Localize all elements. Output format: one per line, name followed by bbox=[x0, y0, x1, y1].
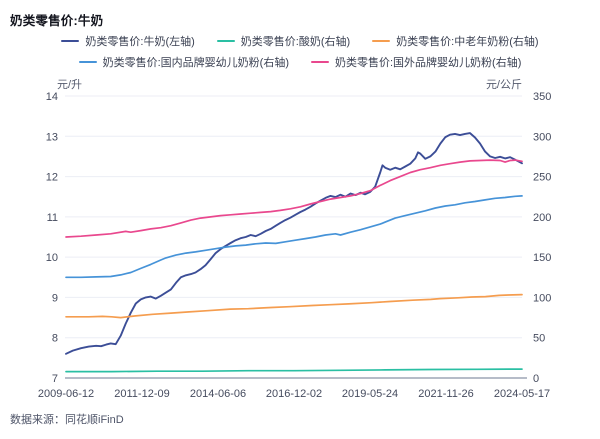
left-axis-tick-label: 12 bbox=[46, 172, 58, 184]
legend-row: 奶类零售价:牛奶(左轴) 奶类零售价:酸奶(右轴) 奶类零售价:中老年奶粉(右轴) bbox=[0, 33, 600, 49]
x-axis-tick-label: 2011-12-09 bbox=[114, 388, 169, 400]
right-axis-tick-label: 50 bbox=[533, 333, 545, 345]
legend-swatch-icon bbox=[216, 39, 235, 43]
right-axis-unit-label: 元/公斤 bbox=[485, 79, 522, 91]
series-line bbox=[65, 195, 523, 279]
legend-label: 奶类零售价:国外品牌婴幼儿奶粉(右轴) bbox=[335, 57, 522, 69]
right-axis-tick-label: 250 bbox=[533, 172, 551, 184]
legend-item[interactable]: 奶类零售价:国内品牌婴幼儿奶粉(右轴) bbox=[78, 54, 289, 70]
legend-item[interactable]: 奶类零售价:国外品牌婴幼儿奶粉(右轴) bbox=[311, 54, 521, 70]
x-axis-tick-label: 2021-11-26 bbox=[418, 388, 473, 400]
x-axis-tick-label: 2024-05-17 bbox=[494, 388, 550, 400]
series-line bbox=[65, 293, 523, 319]
left-axis-tick-label: 11 bbox=[47, 212, 58, 224]
legend-label: 奶类零售价:牛奶(左轴) bbox=[85, 36, 195, 48]
right-axis-tick-label: 200 bbox=[533, 212, 551, 224]
legend-swatch-icon bbox=[61, 39, 80, 43]
left-axis-tick-label: 14 bbox=[46, 91, 58, 103]
left-axis-unit-label: 元/升 bbox=[57, 79, 83, 91]
legend-label: 奶类零售价:酸奶(右轴) bbox=[240, 36, 351, 48]
legend-row: 奶类零售价:国内品牌婴幼儿奶粉(右轴) 奶类零售价:国外品牌婴幼儿奶粉(右轴) bbox=[0, 54, 600, 70]
chart-title: 奶类零售价:牛奶 bbox=[10, 14, 104, 28]
series-line bbox=[65, 159, 523, 238]
left-axis-tick-label: 13 bbox=[46, 131, 58, 143]
left-axis-tick-label: 9 bbox=[52, 292, 58, 304]
series-line bbox=[65, 368, 523, 373]
left-axis-tick-label: 10 bbox=[46, 252, 58, 264]
legend-item[interactable]: 奶类零售价:酸奶(右轴) bbox=[216, 33, 351, 49]
series-line bbox=[65, 132, 523, 355]
right-axis-tick-label: 300 bbox=[533, 131, 551, 143]
right-axis-tick-label: 100 bbox=[533, 292, 551, 304]
legend: 奶类零售价:牛奶(左轴) 奶类零售价:酸奶(右轴) 奶类零售价:中老年奶粉(右轴) 奶… bbox=[0, 33, 600, 75]
legend-item[interactable]: 奶类零售价:牛奶(左轴) bbox=[61, 33, 195, 49]
x-axis-tick-label: 2014-06-06 bbox=[190, 388, 246, 400]
legend-swatch-icon bbox=[311, 60, 329, 64]
x-axis-tick-label: 2016-12-02 bbox=[266, 388, 322, 400]
right-axis-tick-label: 0 bbox=[533, 373, 539, 385]
data-source: 数据来源：同花顺iFinD bbox=[10, 414, 124, 426]
right-axis-tick-label: 150 bbox=[533, 252, 551, 264]
legend-label: 奶类零售价:中老年奶粉(右轴) bbox=[396, 36, 539, 48]
legend-swatch-icon bbox=[78, 60, 97, 64]
x-axis-tick-label: 2009-06-12 bbox=[38, 388, 94, 400]
x-axis-tick-label: 2019-05-24 bbox=[342, 388, 398, 400]
right-axis-tick-label: 350 bbox=[533, 91, 551, 103]
left-axis-tick-label: 8 bbox=[52, 333, 58, 345]
left-axis-tick-label: 7 bbox=[52, 373, 58, 385]
legend-swatch-icon bbox=[372, 39, 391, 43]
legend-item[interactable]: 奶类零售价:中老年奶粉(右轴) bbox=[372, 33, 539, 49]
legend-label: 奶类零售价:国内品牌婴幼儿奶粉(右轴) bbox=[102, 57, 289, 69]
